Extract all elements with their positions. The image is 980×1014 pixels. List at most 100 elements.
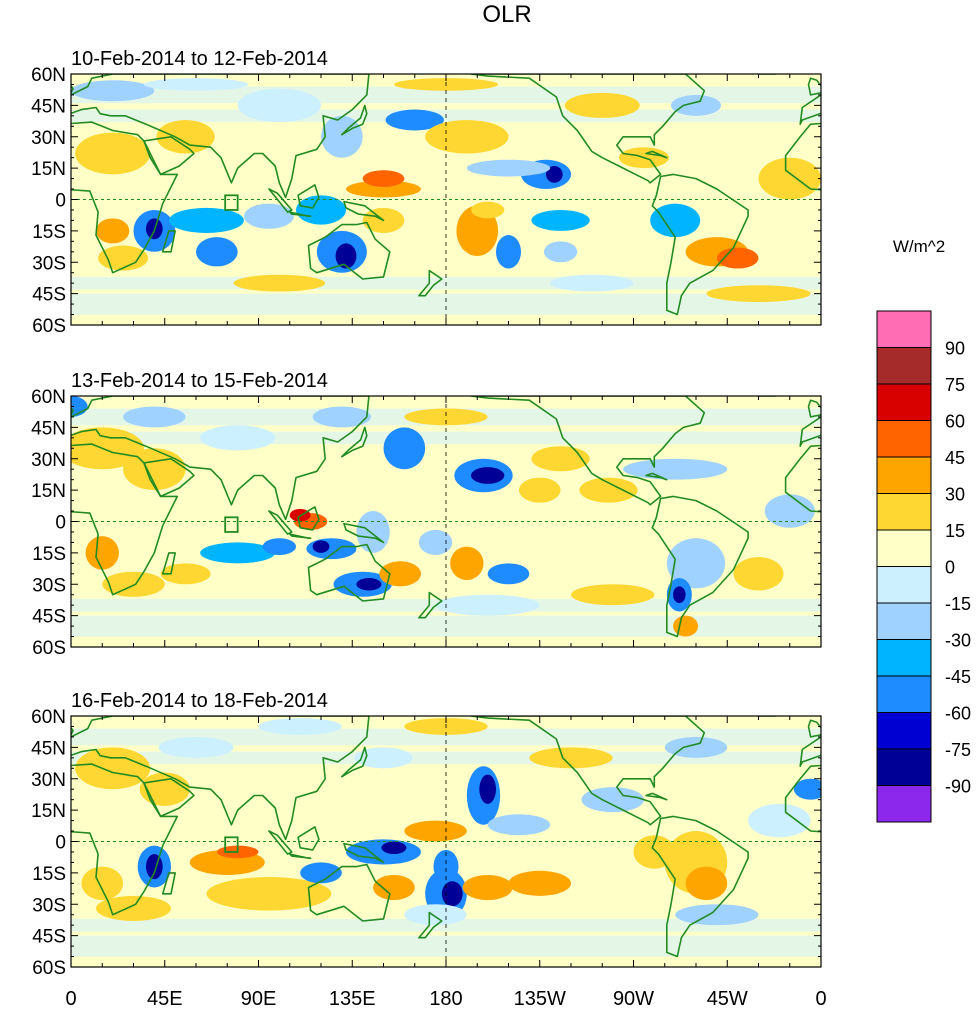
map-panel: 60N 45N 30N 15N 0 15S 30S 45S 60S 10-Feb-2014 to … <box>31 48 822 337</box>
lon-label: 45W <box>707 988 748 1010</box>
anomaly-blob <box>664 736 728 758</box>
colorbar-label: 0 <box>945 558 955 578</box>
coastline <box>161 230 176 253</box>
anomaly-blob <box>462 874 513 901</box>
anomaly-blob <box>571 584 655 606</box>
lat-label: 45S <box>32 285 66 306</box>
lat-label: 15S <box>32 864 66 885</box>
lat-label: 45N <box>31 96 66 117</box>
colorbar-label: 15 <box>945 521 965 541</box>
anomaly-blob <box>200 425 276 451</box>
lat-label: 30S <box>32 253 66 274</box>
coastline <box>651 173 749 316</box>
panel-date-range: 13-Feb-2014 to 15-Feb-2014 <box>71 370 328 392</box>
colorbar-box <box>876 420 932 458</box>
coastline <box>71 74 370 199</box>
map-field <box>71 396 821 647</box>
coastline <box>757 396 776 397</box>
anomaly-blob <box>168 207 244 233</box>
anomaly-blob <box>146 854 163 880</box>
anomaly-blob <box>335 243 357 269</box>
anomaly-blob <box>196 237 238 267</box>
anomaly-blob <box>793 778 821 800</box>
anomaly-blob <box>456 205 499 256</box>
coastline <box>297 826 320 851</box>
anomaly-blob <box>706 285 811 302</box>
anomaly-blob <box>546 166 563 183</box>
anomaly-blob <box>685 866 728 901</box>
coastline <box>268 510 293 535</box>
coastline <box>343 200 385 222</box>
anomaly-blob <box>200 542 276 564</box>
colorbar-box <box>876 566 932 604</box>
anomaly-blob <box>71 396 88 417</box>
anomaly-blob <box>623 458 728 480</box>
anomaly-blob <box>450 546 484 581</box>
colorbar-label: 60 <box>945 412 965 432</box>
anomaly-blob <box>383 427 426 470</box>
lon-label: 90E <box>241 988 277 1010</box>
anomaly-blob <box>233 274 326 292</box>
lon-label: 90W <box>613 988 654 1010</box>
lat-label: 0 <box>55 513 66 534</box>
anomaly-blob <box>673 615 699 637</box>
lat-label: 30N <box>31 450 66 471</box>
anomaly-blob <box>650 203 701 238</box>
lat-label: 45S <box>32 607 66 628</box>
colorbar-box <box>876 493 932 531</box>
anomaly-blob <box>748 803 811 838</box>
anomaly-blob <box>300 862 342 884</box>
colorbar-box <box>876 529 932 567</box>
anomaly-blob <box>312 406 371 428</box>
anomaly-blob <box>158 736 234 758</box>
lat-label: 15N <box>31 801 66 822</box>
anomaly-blob <box>346 180 421 198</box>
colorbar-box <box>876 383 932 421</box>
lat-label: 30N <box>31 770 66 791</box>
coastline <box>71 443 179 596</box>
coastline <box>651 495 749 638</box>
anomaly-blob <box>666 538 726 589</box>
coastline <box>268 830 293 855</box>
panel-date-range: 10-Feb-2014 to 12-Feb-2014 <box>71 48 328 70</box>
colorbar-box <box>876 602 932 640</box>
coastline <box>307 221 391 280</box>
coastline <box>343 522 385 544</box>
anomaly-blob <box>404 408 488 426</box>
anomaly-blob <box>296 195 346 225</box>
anomaly-blob <box>75 747 151 790</box>
colorbar-box <box>876 712 932 750</box>
map-field <box>71 716 821 967</box>
anomaly-blob <box>758 157 821 200</box>
colorbar-label: -90 <box>945 777 971 797</box>
background-band <box>71 293 821 315</box>
lat-label: 15N <box>31 159 66 180</box>
colorbar-box <box>876 748 932 786</box>
lon-label: 0 <box>815 988 826 1010</box>
colorbar-box <box>876 785 932 823</box>
colorbar-label: -15 <box>945 594 971 614</box>
lat-label: 15S <box>32 544 66 565</box>
anomaly-blob <box>71 80 155 102</box>
reference-box <box>224 194 239 211</box>
anomaly-blob <box>96 218 130 244</box>
anomaly-blob <box>160 563 211 585</box>
anomaly-blob <box>75 132 151 175</box>
anomaly-blob <box>716 247 759 269</box>
lat-label: 0 <box>55 833 66 854</box>
coastline <box>289 211 312 217</box>
coastline <box>807 399 821 418</box>
anomaly-blob <box>529 747 613 769</box>
lat-label: 30S <box>32 575 66 596</box>
coastline <box>289 853 312 859</box>
anomaly-blob <box>356 577 382 591</box>
coastline <box>297 184 320 209</box>
anomaly-blob <box>321 115 363 158</box>
figure-title: OLR <box>482 1 531 28</box>
coastline <box>297 506 320 531</box>
coastline <box>807 77 821 96</box>
colorbar-box <box>876 639 932 677</box>
coastline <box>307 863 391 922</box>
anomaly-blob <box>385 109 444 131</box>
colorbar-label: 45 <box>945 448 965 468</box>
